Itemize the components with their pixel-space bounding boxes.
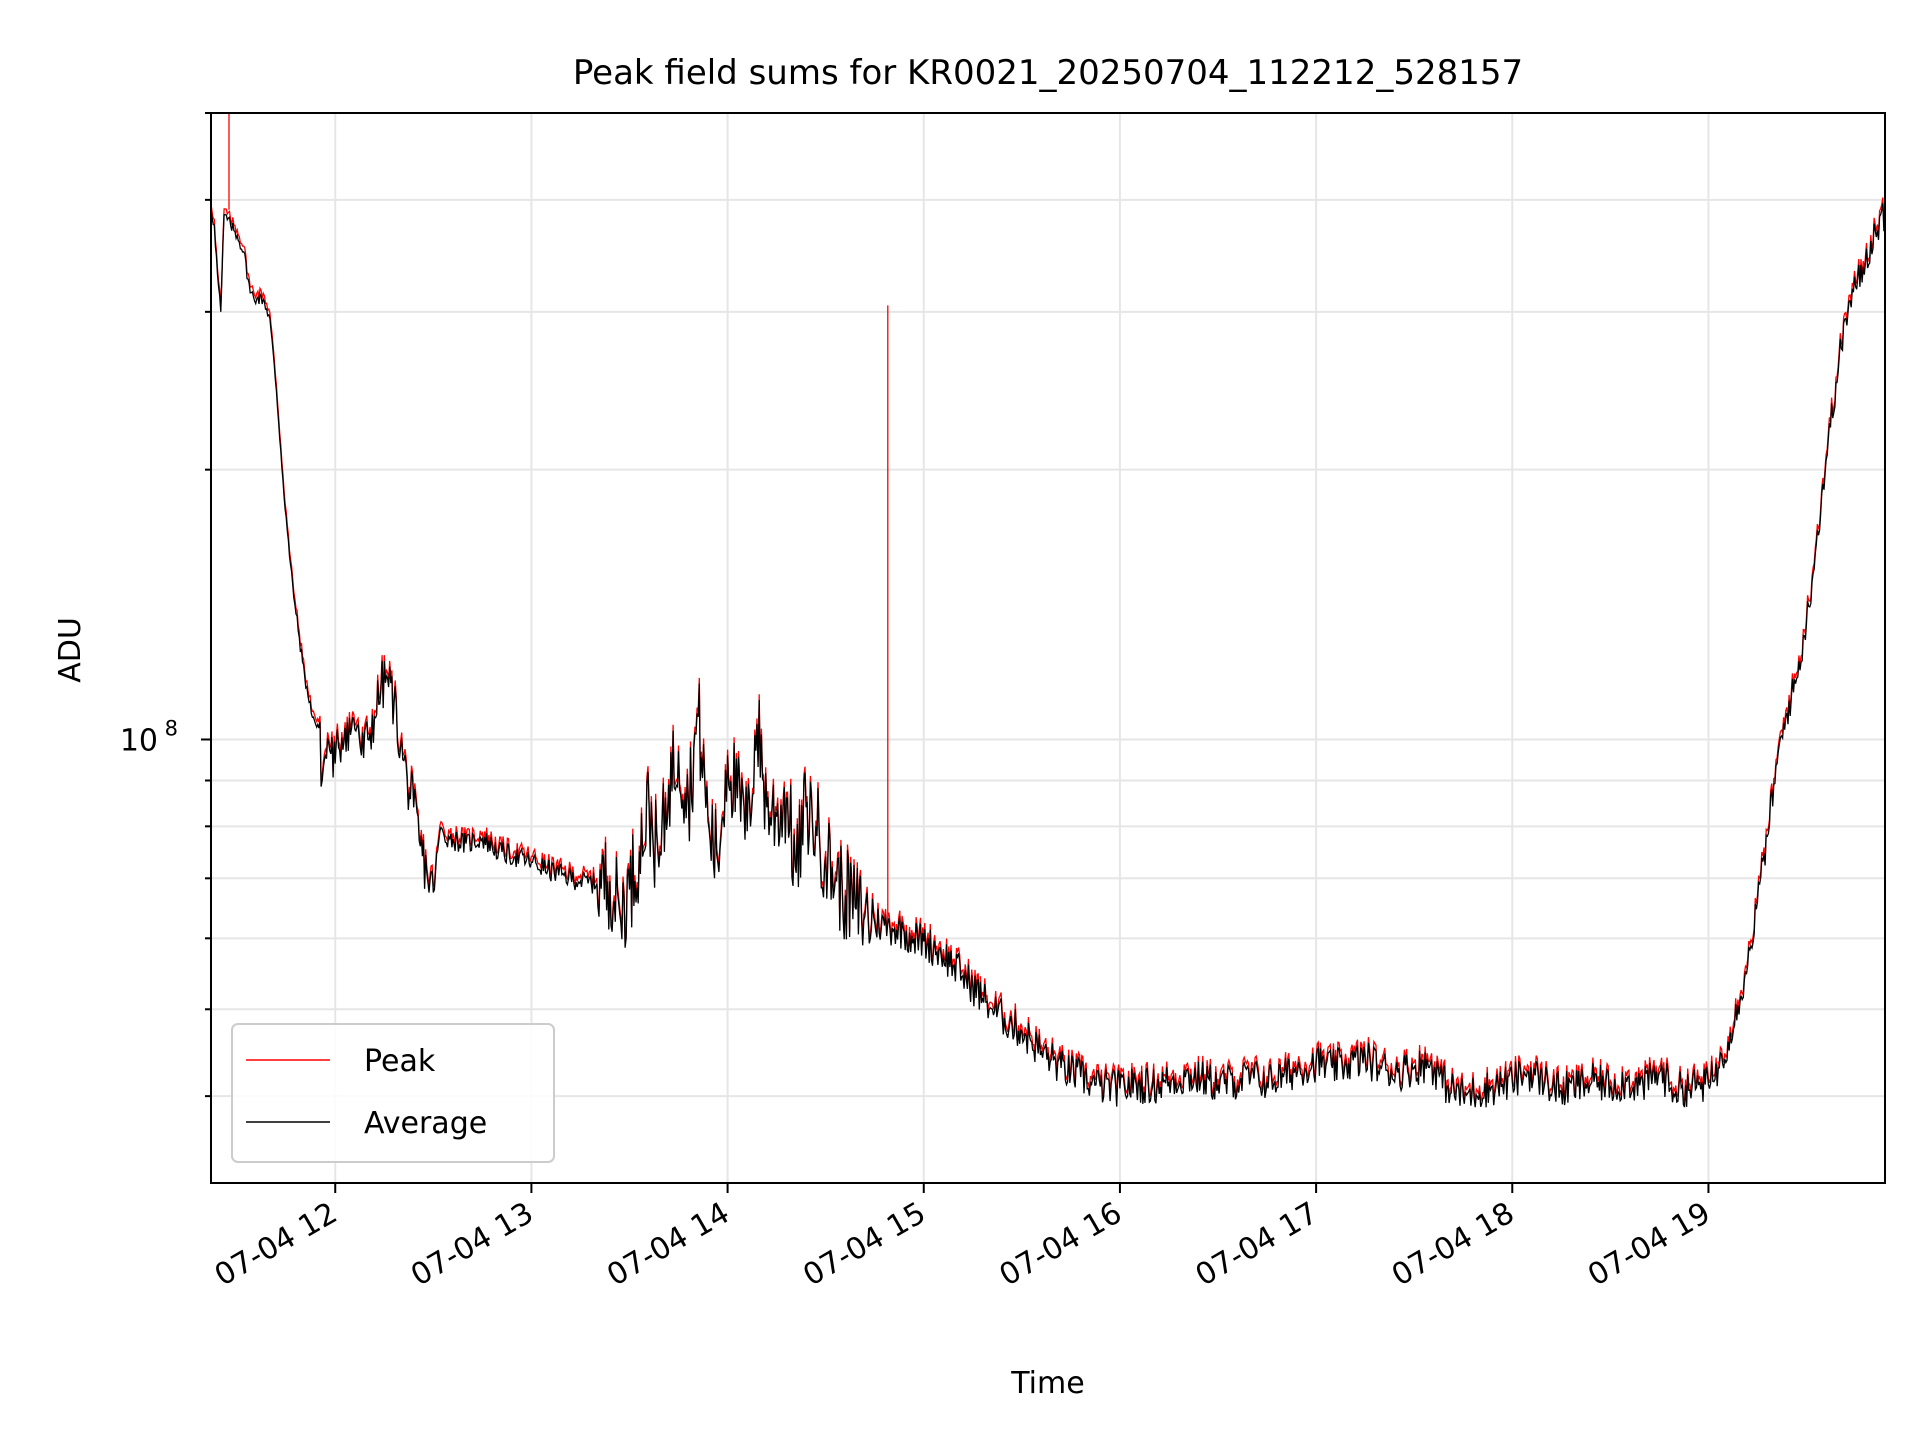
y-tick-label-exponent: 8 <box>165 716 178 740</box>
y-axis: 10 8 <box>120 112 211 1098</box>
chart-title: Peak field sums for KR0021_20250704_1122… <box>573 53 1523 93</box>
legend-peak-label: Peak <box>364 1044 436 1079</box>
y-tick-label: 10 <box>120 723 158 758</box>
legend-box <box>231 1023 555 1163</box>
series-average-line <box>210 203 1886 1108</box>
legend: Peak Average <box>231 1023 555 1163</box>
y-axis-label: ADU <box>53 617 88 683</box>
x-axis-label: Time <box>1010 1366 1084 1401</box>
legend-average-label: Average <box>364 1106 487 1141</box>
plot-frame <box>210 112 1886 1184</box>
